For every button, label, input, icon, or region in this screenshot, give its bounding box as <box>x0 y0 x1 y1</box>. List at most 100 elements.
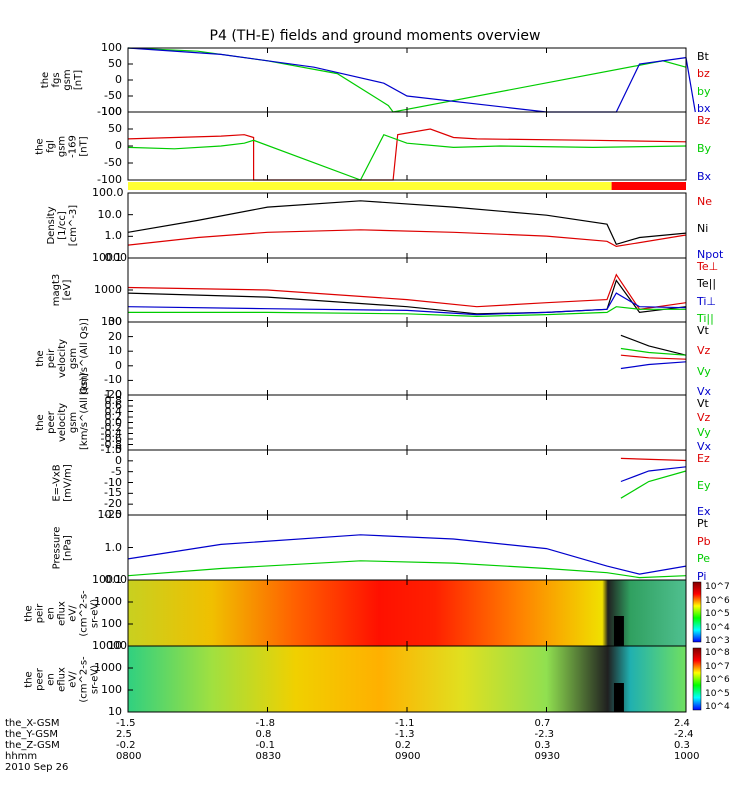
ytick-label: 20 <box>108 329 122 343</box>
ytick-label: 10.0 <box>97 207 123 221</box>
ytick-label: 100 <box>101 617 122 630</box>
legend-efield-1: Ey <box>697 478 711 492</box>
ytick-label: 1.0 <box>104 229 123 243</box>
vi-vx-line <box>620 361 687 370</box>
legend-ve-2: Vy <box>697 425 711 439</box>
ytick-label: 100 <box>101 105 122 118</box>
ytick-label: 0.1 <box>104 251 123 264</box>
panel-frame-efield <box>127 449 687 516</box>
colorbar-label: 10^6 <box>705 675 730 685</box>
ytick-label: 100 <box>101 41 122 54</box>
footer-value: -1.1 <box>395 718 415 729</box>
colorbar-label: 10^5 <box>705 609 730 619</box>
legend-temp-2: Ti⊥ <box>697 294 717 308</box>
temp-tepar-line <box>127 279 687 315</box>
footer-value: 0.7 <box>534 718 551 729</box>
footer-value: 1000 <box>674 751 700 762</box>
legend-temp-3: Ti|| <box>697 312 714 325</box>
legend-vi-2: Vy <box>697 364 711 378</box>
footer-value: 0.3 <box>534 740 551 751</box>
ylabel-temp: magt3 [eV] <box>51 273 73 307</box>
ytick-label: -15 <box>104 486 122 500</box>
footer-value: -1.5 <box>116 718 136 729</box>
legend-fgs-1: bz <box>697 67 710 81</box>
ytick-label: -25 <box>104 508 122 521</box>
vi-vz-line <box>620 354 687 360</box>
ytick-label: 0.1 <box>104 573 123 586</box>
footer-value: 0930 <box>534 751 560 762</box>
colorbar-label: 10^8 <box>705 648 730 658</box>
ylabel-dens: Density [1/cc] [cm^-3] <box>45 204 79 247</box>
ytick-label: -5 <box>111 464 122 478</box>
footer-label: the_Z-GSM <box>5 740 60 751</box>
density-ne-line <box>127 229 687 248</box>
legend-ve-0: Vt <box>697 397 709 410</box>
temp-teperp-line <box>127 273 687 310</box>
ytick-label: -10 <box>104 373 122 387</box>
footer-value: -0.1 <box>255 740 276 751</box>
legend-fgl-2: Bx <box>697 170 712 183</box>
colorbar-label: 10^6 <box>705 595 730 606</box>
legend-temp-0: Te⊥ <box>697 260 719 273</box>
ytick-label: 10000 <box>92 573 127 586</box>
density-ni-line <box>127 200 687 246</box>
legend-vi-3: Vx <box>697 385 712 398</box>
ytick-label: 100 <box>101 683 122 696</box>
legend-dens-1: Ni <box>697 221 709 235</box>
ytick-label: 1000 <box>94 595 122 608</box>
panel-frame-vi <box>127 321 687 396</box>
legend-fgl-1: By <box>697 142 712 155</box>
ytick-label: -0.4 <box>100 426 122 440</box>
legend-vi-1: Vz <box>697 344 711 358</box>
ytick-label: 0.8 <box>104 393 123 407</box>
ytick-label: 0 <box>115 139 122 152</box>
footer-value: 2.4 <box>674 718 690 729</box>
ytick-label: 10 <box>108 344 122 358</box>
panel-frame-dens <box>127 192 687 259</box>
ylabel-efield: E=-VxB [mV/m] <box>51 463 73 502</box>
footer-value: -0.2 <box>116 740 136 751</box>
ytick-label: 50 <box>108 122 122 135</box>
footer-value: 0.8 <box>255 729 272 740</box>
footer-value: -2.3 <box>534 729 555 740</box>
ytick-label: 1.0 <box>104 540 123 554</box>
plot-title: P4 (TH-E) fields and ground moments over… <box>209 28 541 44</box>
footer-value: 0.2 <box>395 740 411 751</box>
ion-colorbar <box>692 581 702 643</box>
ylabel-ispec: the peir en eflux eV/(cm^2-s-sr-eV) <box>23 589 101 637</box>
temp-tipar-line <box>128 306 686 318</box>
press-pi-line <box>127 534 687 575</box>
ytick-label: 1.0 <box>104 388 123 401</box>
fgl-bz-line <box>127 128 687 181</box>
vi-vt-line <box>620 334 687 356</box>
legend-ve-3: Vx <box>697 440 712 453</box>
legend-fgs-2: by <box>697 84 711 98</box>
colorbar-label: 10^7 <box>705 582 730 592</box>
panel-frame-press <box>127 514 687 581</box>
temp-tiperp-line <box>127 292 687 316</box>
footer-value: 0900 <box>395 751 421 762</box>
ytick-label: 10 <box>108 639 122 652</box>
ytick-label: -50 <box>104 89 122 102</box>
legend-ve-1: Vz <box>697 411 711 425</box>
footer-value: 0.3 <box>674 740 690 751</box>
ytick-label: 50 <box>108 57 122 70</box>
ytick-label: -50 <box>104 156 122 169</box>
ytick-label: 10 <box>108 705 122 718</box>
legend-dens-0: Ne <box>697 195 712 208</box>
ytick-label: -0.8 <box>100 437 122 451</box>
legend-press-3: Pi <box>697 570 707 583</box>
legend-fgs-0: Bt <box>697 50 709 63</box>
ion-spectrogram-gap <box>613 616 624 646</box>
ytick-label: 1000 <box>94 661 122 674</box>
ytick-label: -20 <box>104 388 122 401</box>
electron-colorbar <box>692 647 702 711</box>
footer-value: -2.4 <box>674 729 694 740</box>
panel-frame-ve <box>127 394 687 451</box>
ytick-label: 0 <box>115 453 122 467</box>
legend-press-1: Pb <box>697 534 711 548</box>
ytick-label: 10000 <box>92 639 127 652</box>
ytick-label: 30 <box>108 315 122 328</box>
colorbar-label: 10^4 <box>705 702 730 712</box>
